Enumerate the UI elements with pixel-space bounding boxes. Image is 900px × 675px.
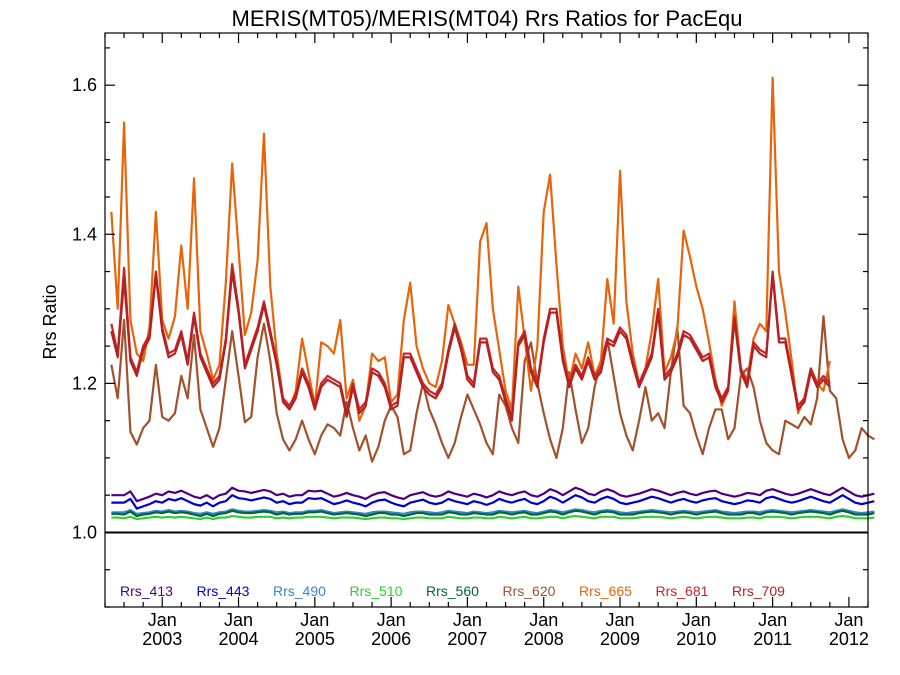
plot-frame [104, 32, 869, 608]
x-tick-label-year: 2005 [295, 629, 335, 649]
x-tick-label-month: Jan [606, 610, 635, 630]
legend-item-rrs_681: Rrs_681 [656, 583, 709, 599]
series-line-rrs_681 [110, 262, 831, 419]
legend: Rrs_413 Rrs_443 Rrs_490 Rrs_510 Rrs_560 Rrs_6… [120, 583, 785, 599]
series-line-rrs_510 [111, 514, 875, 521]
x-tick-label-month: Jan [148, 610, 177, 630]
legend-item-rrs_510: Rrs_510 [350, 583, 403, 599]
legend-item-rrs_443: Rrs_443 [197, 583, 250, 599]
y-tick-label: 1.4 [72, 224, 97, 244]
x-tick-label-year: 2006 [371, 629, 411, 649]
series-line-rrs_560 [111, 509, 875, 518]
x-tick-label-year: 2008 [524, 629, 564, 649]
series-line-rrs_490 [111, 508, 875, 515]
legend-item-rrs_560: Rrs_560 [426, 583, 479, 599]
legend-item-rrs_709: Rrs_709 [732, 583, 785, 599]
x-tick-label-year: 2009 [600, 629, 640, 649]
legend-item-rrs_665: Rrs_665 [579, 583, 632, 599]
x-tick-label-year: 2012 [829, 629, 869, 649]
legend-item-rrs_620: Rrs_620 [503, 583, 556, 599]
x-tick-label-year: 2003 [142, 629, 182, 649]
series-line-rrs_443 [111, 494, 875, 510]
x-tick-label-year: 2011 [753, 629, 792, 649]
x-tick-label-month: Jan [300, 610, 329, 630]
x-tick-label-month: Jan [758, 610, 787, 630]
x-tick-label-year: 2007 [447, 629, 487, 649]
series-line-rrs_709 [110, 270, 831, 422]
legend-item-rrs_413: Rrs_413 [120, 583, 173, 599]
y-tick-label: 1.6 [72, 75, 97, 95]
series-line-rrs_413 [111, 486, 875, 503]
series-line-rrs_620 [110, 315, 875, 463]
y-tick-label: 1.2 [72, 373, 97, 393]
x-tick-label-year: 2010 [676, 629, 716, 649]
x-tick-label-month: Jan [529, 610, 558, 630]
x-tick-label-month: Jan [224, 610, 253, 630]
legend-item-rrs_490: Rrs_490 [273, 583, 326, 599]
x-tick-label-year: 2004 [219, 629, 259, 649]
x-tick-label-month: Jan [377, 610, 406, 630]
y-axis-label: Rrs Ratio [40, 284, 60, 359]
chart-title: MERIS(MT05)/MERIS(MT04) Rrs Ratios for P… [232, 6, 743, 31]
y-tick-label: 1.0 [72, 522, 97, 542]
series-line-rrs_665 [110, 76, 831, 422]
series-group [110, 76, 875, 521]
x-tick-label-month: Jan [834, 610, 863, 630]
x-tick-label-month: Jan [453, 610, 482, 630]
x-tick-label-month: Jan [682, 610, 711, 630]
